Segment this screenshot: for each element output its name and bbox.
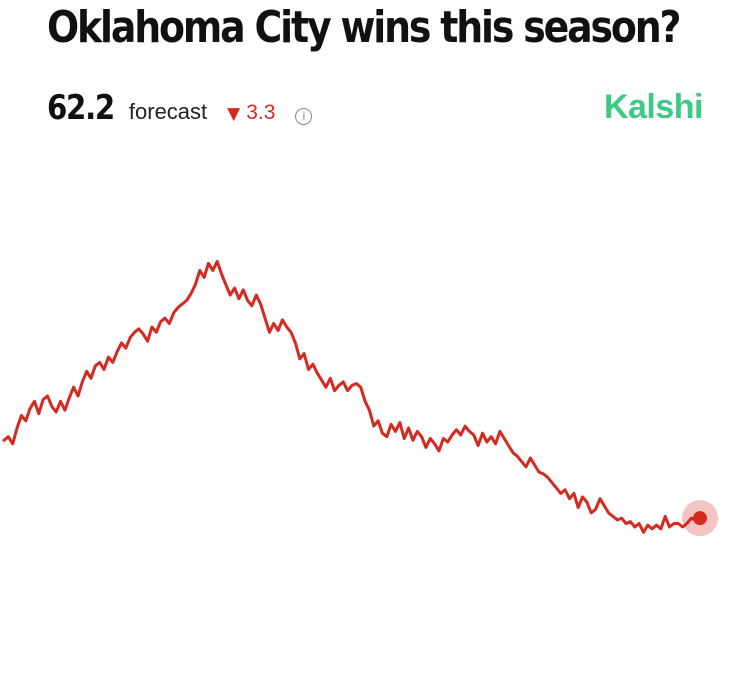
forecast-change: 3.3 bbox=[246, 101, 276, 124]
down-arrow-icon: ▼ bbox=[227, 104, 241, 124]
forecast-label: forecast bbox=[128, 99, 208, 124]
brand-logo[interactable]: Kalshi bbox=[603, 88, 704, 126]
page-title: Oklahoma City wins this season? bbox=[47, 2, 681, 53]
forecast-value: 62.2 bbox=[47, 88, 115, 128]
series-line bbox=[2, 260, 702, 534]
info-icon[interactable]: i bbox=[295, 108, 313, 125]
forecast-summary: 62.2 forecast ▼ 3.3 i bbox=[47, 88, 313, 132]
latest-point[interactable] bbox=[693, 511, 707, 526]
